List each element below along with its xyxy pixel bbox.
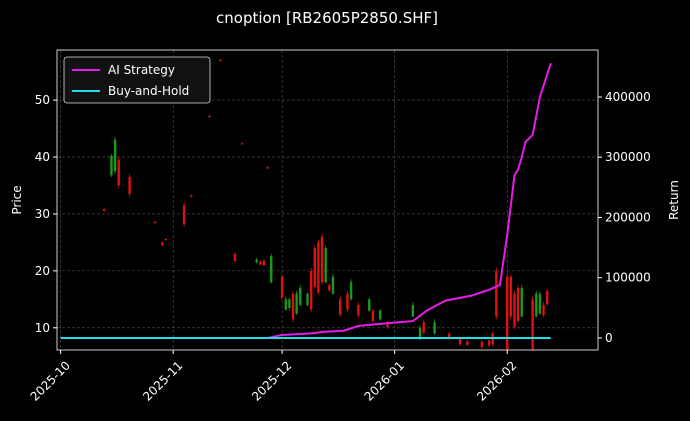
candle-body bbox=[153, 221, 157, 224]
candle-body bbox=[535, 293, 538, 317]
candle-body bbox=[378, 310, 382, 320]
candle-body bbox=[270, 256, 273, 283]
candle-body bbox=[513, 293, 516, 327]
candle-body bbox=[447, 333, 451, 339]
candle-body bbox=[411, 305, 415, 317]
candle-body bbox=[255, 259, 258, 263]
candle-body bbox=[386, 322, 389, 328]
y-tick-label: 30 bbox=[35, 207, 50, 221]
candle-body bbox=[509, 276, 513, 317]
candle-body bbox=[103, 209, 106, 212]
candle-body bbox=[433, 322, 436, 334]
candle-body bbox=[262, 260, 266, 266]
line-series bbox=[60, 62, 552, 339]
candle-body bbox=[259, 261, 262, 265]
candle-body bbox=[284, 299, 287, 310]
legend-label: Buy-and-Hold bbox=[108, 84, 189, 98]
candle-body bbox=[542, 305, 545, 316]
candle-body bbox=[317, 242, 320, 293]
y2-tick-label: 400000 bbox=[605, 90, 651, 104]
candle-body bbox=[291, 293, 295, 320]
candle-body bbox=[117, 159, 120, 186]
candle-body bbox=[280, 276, 284, 298]
y-tick-label: 10 bbox=[35, 321, 50, 335]
candle-body bbox=[299, 287, 302, 306]
plot-area bbox=[60, 59, 552, 350]
y-axis-label: Price bbox=[10, 185, 24, 214]
y-tick-label: 20 bbox=[35, 264, 50, 278]
candle-body bbox=[506, 276, 509, 350]
candle-body bbox=[357, 305, 360, 316]
candle-body bbox=[371, 310, 375, 321]
candle-body bbox=[349, 282, 353, 300]
candle-body bbox=[531, 299, 534, 350]
candle-body bbox=[128, 176, 131, 195]
candle-body bbox=[113, 139, 117, 172]
legend-label: AI Strategy bbox=[108, 63, 175, 77]
candle-body bbox=[418, 327, 422, 340]
y-tick-label: 40 bbox=[35, 150, 50, 164]
legend-box bbox=[63, 56, 211, 104]
candle-body bbox=[320, 236, 324, 283]
candle-body bbox=[219, 60, 222, 62]
candle-body bbox=[516, 287, 520, 321]
candle-body bbox=[266, 167, 269, 169]
candle-body bbox=[346, 293, 349, 310]
candle-body bbox=[182, 205, 186, 225]
candle-body bbox=[324, 248, 327, 283]
candle-body bbox=[233, 253, 237, 262]
candle-body bbox=[545, 290, 549, 304]
candle-body bbox=[520, 287, 523, 317]
candle-body bbox=[538, 293, 542, 314]
y2-tick-label: 0 bbox=[605, 331, 613, 345]
candle-body bbox=[110, 155, 113, 176]
plot-frame bbox=[56, 49, 599, 351]
y-tick-label: 50 bbox=[35, 93, 50, 107]
candle-body bbox=[306, 293, 309, 306]
candle-body bbox=[466, 341, 469, 345]
candle-body bbox=[368, 299, 371, 311]
candle-body bbox=[288, 299, 291, 308]
candle-body bbox=[208, 116, 211, 118]
y2-tick-label: 200000 bbox=[605, 210, 651, 224]
candle-body bbox=[328, 285, 331, 291]
candle-body bbox=[295, 293, 298, 314]
candle-body bbox=[240, 143, 244, 145]
candle-body bbox=[331, 276, 335, 294]
candle-body bbox=[164, 238, 168, 241]
y2-tick-label: 100000 bbox=[605, 271, 651, 285]
candle-body bbox=[487, 340, 491, 346]
candle-body bbox=[458, 338, 462, 345]
candle-body bbox=[480, 342, 484, 348]
chart-title: cnoption [RB2605P2850.SHF] bbox=[216, 9, 438, 27]
candle-body bbox=[313, 248, 316, 287]
candle-body bbox=[309, 270, 313, 310]
candle-body bbox=[422, 322, 425, 333]
candle-body bbox=[190, 195, 193, 197]
candle-body bbox=[339, 299, 342, 315]
candle-body bbox=[495, 270, 498, 317]
y2-axis-label: Return bbox=[667, 180, 681, 220]
candle-body bbox=[161, 242, 164, 246]
y2-tick-label: 300000 bbox=[605, 150, 651, 164]
